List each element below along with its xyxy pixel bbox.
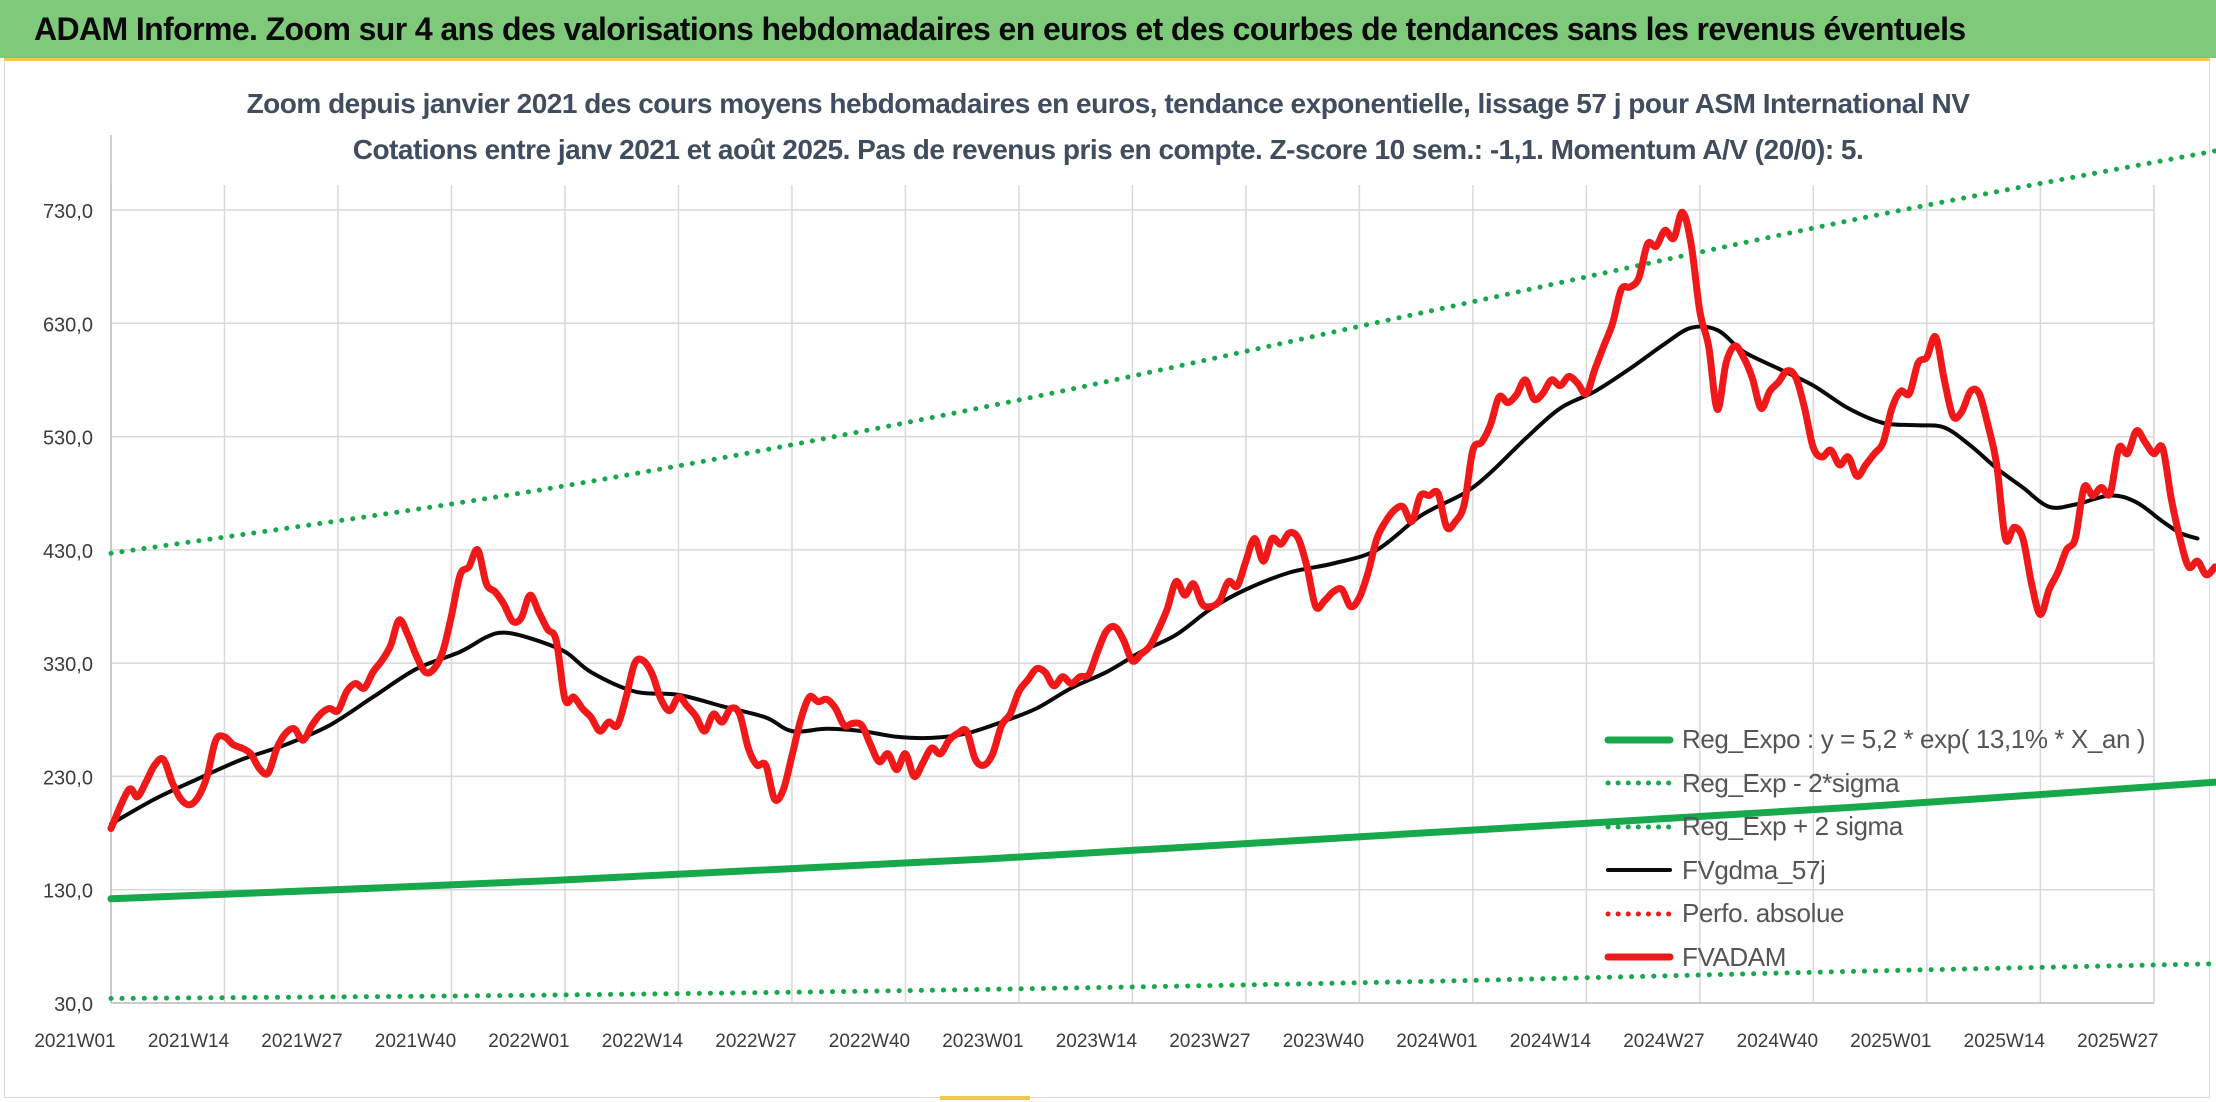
y-tick-label: 330,0 bbox=[43, 654, 93, 676]
x-tick-label: 2021W14 bbox=[148, 1031, 230, 1052]
legend-swatch bbox=[1604, 771, 1674, 795]
x-tick-label: 2021W27 bbox=[261, 1031, 342, 1052]
legend-item: Perfo. absolue bbox=[1600, 892, 2210, 936]
legend-swatch bbox=[1604, 902, 1674, 926]
x-tick-label: 2024W40 bbox=[1737, 1031, 1818, 1052]
y-tick-label: 630,0 bbox=[43, 314, 93, 336]
y-tick-label: 30,0 bbox=[54, 994, 93, 1016]
chart-title: Zoom depuis janvier 2021 des cours moyen… bbox=[246, 88, 1970, 119]
x-tick-label: 2023W40 bbox=[1283, 1031, 1364, 1052]
x-tick-label: 2023W27 bbox=[1169, 1031, 1250, 1052]
x-tick-label: 2025W14 bbox=[1964, 1031, 2046, 1052]
y-tick-label: 130,0 bbox=[43, 881, 93, 903]
x-tick-label: 2022W01 bbox=[488, 1031, 569, 1052]
series-reg-expo bbox=[107, 778, 2216, 903]
series-reg-minus-2sigma bbox=[108, 961, 2216, 1001]
legend-label: FVADAM bbox=[1682, 941, 1787, 972]
legend-label: Perfo. absolue bbox=[1682, 898, 1845, 929]
y-tick-label: 730,0 bbox=[43, 201, 93, 223]
legend-swatch bbox=[1604, 815, 1674, 839]
x-tick-label: 2025W01 bbox=[1850, 1031, 1931, 1052]
legend-swatch bbox=[1604, 728, 1674, 752]
x-tick-label: 2024W14 bbox=[1510, 1031, 1592, 1052]
legend-label: Reg_Exp + 2 sigma bbox=[1682, 811, 1903, 842]
bottom-accent bbox=[940, 1096, 1030, 1100]
legend-item: Reg_Exp + 2 sigma bbox=[1600, 805, 2210, 849]
chart-frame bbox=[4, 58, 2210, 1098]
legend-label: FVgdma_57j bbox=[1682, 854, 1826, 885]
legend-label: Reg_Exp - 2*sigma bbox=[1682, 767, 1900, 798]
y-tick-label: 430,0 bbox=[43, 541, 93, 563]
legend-item: Reg_Exp - 2*sigma bbox=[1600, 762, 2210, 806]
x-tick-label: 2024W27 bbox=[1623, 1031, 1704, 1052]
x-tick-label: 2023W14 bbox=[1056, 1031, 1138, 1052]
x-tick-label: 2022W40 bbox=[829, 1031, 910, 1052]
legend-swatch bbox=[1604, 858, 1674, 882]
legend-item: FVADAM bbox=[1600, 936, 2210, 980]
chart-subtitle: Cotations entre janv 2021 et août 2025. … bbox=[352, 134, 1864, 165]
series-fvadam bbox=[107, 208, 2216, 832]
y-tick-label: 530,0 bbox=[43, 428, 93, 450]
series-fvgdma-57j bbox=[109, 324, 2200, 826]
x-tick-label: 2025W27 bbox=[2077, 1031, 2158, 1052]
y-tick-label: 230,0 bbox=[43, 767, 93, 789]
x-tick-label: 2023W01 bbox=[942, 1031, 1023, 1052]
x-tick-label: 2021W40 bbox=[375, 1031, 456, 1052]
legend-label: Reg_Expo : y = 5,2 * exp( 13,1% * X_an ) bbox=[1682, 724, 2146, 755]
x-tick-label: 2024W01 bbox=[1396, 1031, 1477, 1052]
series-reg-plus-2sigma bbox=[108, 148, 2216, 556]
legend: Reg_Expo : y = 5,2 * exp( 13,1% * X_an )… bbox=[1600, 718, 2210, 979]
legend-swatch bbox=[1604, 945, 1674, 969]
header-band bbox=[0, 0, 2216, 58]
report-title: ADAM Informe. Zoom sur 4 ans des valoris… bbox=[34, 11, 1966, 47]
legend-item: FVgdma_57j bbox=[1600, 849, 2210, 893]
x-tick-label: 2022W27 bbox=[715, 1031, 796, 1052]
x-tick-label: 2021W01 bbox=[34, 1031, 115, 1052]
legend-item: Reg_Expo : y = 5,2 * exp( 13,1% * X_an ) bbox=[1600, 718, 2210, 762]
x-tick-label: 2022W14 bbox=[602, 1031, 684, 1052]
